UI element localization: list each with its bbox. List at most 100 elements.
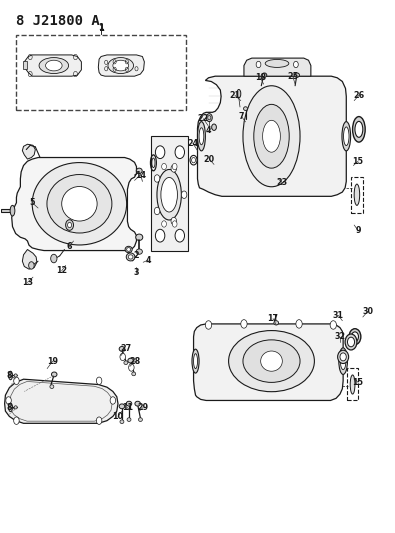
Ellipse shape xyxy=(124,361,128,365)
Text: 29: 29 xyxy=(137,403,149,412)
Ellipse shape xyxy=(128,358,134,363)
Circle shape xyxy=(51,254,57,263)
Text: 12: 12 xyxy=(56,266,67,275)
Ellipse shape xyxy=(39,58,69,74)
Text: 1: 1 xyxy=(98,23,104,32)
Ellipse shape xyxy=(244,107,248,110)
Circle shape xyxy=(330,321,337,329)
Circle shape xyxy=(66,220,73,230)
Ellipse shape xyxy=(344,127,349,146)
Polygon shape xyxy=(151,136,188,251)
Text: 8: 8 xyxy=(7,403,12,412)
Text: 4: 4 xyxy=(206,126,211,135)
Text: 24: 24 xyxy=(187,139,198,148)
Circle shape xyxy=(154,175,160,182)
Ellipse shape xyxy=(47,174,112,233)
Ellipse shape xyxy=(157,169,181,220)
Ellipse shape xyxy=(340,353,346,361)
Circle shape xyxy=(296,320,302,328)
Text: 9: 9 xyxy=(356,226,361,235)
Text: 25: 25 xyxy=(287,71,298,80)
Ellipse shape xyxy=(274,321,278,325)
Ellipse shape xyxy=(120,420,124,424)
Ellipse shape xyxy=(349,329,361,345)
Ellipse shape xyxy=(338,350,349,364)
Circle shape xyxy=(175,229,184,242)
Circle shape xyxy=(154,207,160,215)
Ellipse shape xyxy=(350,375,355,394)
Ellipse shape xyxy=(135,401,141,406)
Ellipse shape xyxy=(265,60,289,67)
Ellipse shape xyxy=(243,86,300,187)
Ellipse shape xyxy=(206,114,212,122)
Ellipse shape xyxy=(254,104,289,168)
Bar xyxy=(23,61,27,69)
Ellipse shape xyxy=(108,58,134,74)
Text: 3: 3 xyxy=(134,269,139,277)
Circle shape xyxy=(96,417,102,424)
Bar xyxy=(17,35,186,110)
Circle shape xyxy=(162,164,166,169)
Text: 10: 10 xyxy=(113,412,124,421)
Polygon shape xyxy=(5,379,118,423)
Text: 32: 32 xyxy=(335,332,346,341)
Ellipse shape xyxy=(14,374,17,377)
Text: 5: 5 xyxy=(30,198,35,207)
Bar xyxy=(347,368,358,400)
Circle shape xyxy=(172,164,177,169)
Ellipse shape xyxy=(127,248,131,252)
Polygon shape xyxy=(24,55,81,76)
Ellipse shape xyxy=(192,349,199,373)
Text: 15: 15 xyxy=(353,378,363,387)
Text: 1: 1 xyxy=(98,24,104,33)
Text: 7: 7 xyxy=(239,112,245,121)
Ellipse shape xyxy=(352,332,359,342)
Circle shape xyxy=(96,377,102,384)
Circle shape xyxy=(175,146,184,159)
Circle shape xyxy=(129,364,134,371)
Ellipse shape xyxy=(263,120,280,152)
Circle shape xyxy=(293,61,298,68)
Text: 21: 21 xyxy=(229,91,241,100)
Circle shape xyxy=(155,146,165,159)
Circle shape xyxy=(162,221,166,227)
Ellipse shape xyxy=(136,249,142,254)
Circle shape xyxy=(14,417,19,424)
Circle shape xyxy=(6,397,11,404)
Polygon shape xyxy=(23,144,35,159)
Ellipse shape xyxy=(119,346,125,351)
Circle shape xyxy=(29,262,34,269)
Ellipse shape xyxy=(194,354,198,368)
Circle shape xyxy=(241,320,247,328)
Circle shape xyxy=(205,321,212,329)
Ellipse shape xyxy=(262,73,267,77)
Circle shape xyxy=(110,397,116,404)
Ellipse shape xyxy=(10,205,15,216)
Circle shape xyxy=(155,229,165,242)
Ellipse shape xyxy=(261,351,282,371)
Ellipse shape xyxy=(50,385,54,389)
Ellipse shape xyxy=(126,401,132,406)
Text: 17: 17 xyxy=(267,314,278,323)
Text: 6: 6 xyxy=(67,242,72,251)
Text: 14: 14 xyxy=(135,171,146,180)
Circle shape xyxy=(181,191,187,198)
Ellipse shape xyxy=(128,255,133,259)
Circle shape xyxy=(256,61,261,68)
Ellipse shape xyxy=(125,246,132,253)
Ellipse shape xyxy=(342,122,351,151)
Ellipse shape xyxy=(355,122,363,138)
Text: 8 J21800 A: 8 J21800 A xyxy=(17,14,100,28)
Ellipse shape xyxy=(295,73,299,77)
Text: 30: 30 xyxy=(362,307,373,316)
Text: 22: 22 xyxy=(198,114,209,123)
Ellipse shape xyxy=(345,334,357,350)
Polygon shape xyxy=(23,249,37,269)
Text: 13: 13 xyxy=(22,278,33,287)
Text: 26: 26 xyxy=(353,91,365,100)
Ellipse shape xyxy=(119,404,125,409)
Polygon shape xyxy=(98,55,144,76)
Text: 18: 18 xyxy=(255,73,266,82)
Ellipse shape xyxy=(136,168,142,173)
Ellipse shape xyxy=(62,187,97,221)
